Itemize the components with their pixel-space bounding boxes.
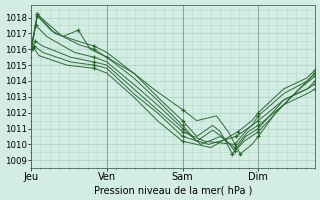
X-axis label: Pression niveau de la mer( hPa ): Pression niveau de la mer( hPa ) bbox=[94, 185, 252, 195]
